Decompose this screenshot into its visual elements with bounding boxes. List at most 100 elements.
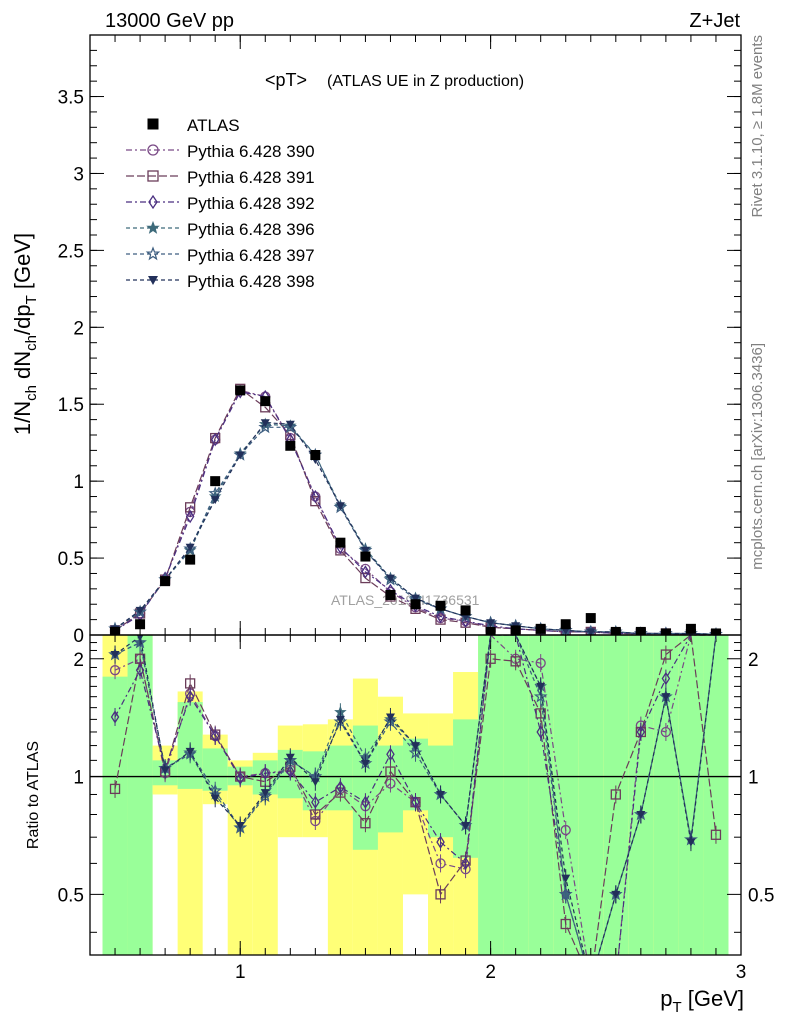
ratio-point	[109, 783, 121, 795]
main-series-layer	[108, 383, 723, 635]
mc-point	[361, 565, 370, 579]
atlas-data-point	[385, 590, 396, 600]
legend-label-atlas: ATLAS	[187, 116, 240, 135]
ratio-point	[335, 715, 345, 724]
atlas-data-point	[710, 628, 721, 635]
rivet-version-label: Rivet 3.1.10, ≥ 1.8M events	[749, 35, 766, 218]
y-tick-label: 3	[73, 164, 84, 185]
x-tick-label: 1	[235, 962, 246, 983]
ratio-point	[435, 889, 446, 900]
ratio-point	[135, 663, 145, 677]
legend-label: Pythia 6.428 390	[187, 142, 315, 161]
legend-label: Pythia 6.428 392	[187, 194, 315, 213]
ratio-point	[536, 682, 546, 691]
ratio-point	[160, 766, 170, 775]
ratio-y-tick-label-right: 0.5	[748, 885, 774, 906]
mc-point	[210, 496, 220, 505]
mc-point	[185, 543, 195, 552]
x-tick-label: 2	[485, 962, 496, 983]
ratio-point	[560, 824, 571, 836]
ratio-y-tick-label-left: 2	[73, 650, 84, 671]
ratio-point	[210, 729, 220, 743]
ratio-point	[310, 778, 320, 787]
ratio-point	[386, 747, 395, 762]
inner-band-bin	[553, 635, 579, 955]
ratio-axis-label: Ratio to ATLAS	[25, 741, 42, 849]
atlas-data-point	[685, 623, 696, 634]
atlas-data-point	[660, 628, 671, 635]
mc-point	[586, 628, 596, 635]
ratio-point	[360, 818, 371, 829]
atlas-data-point	[360, 551, 371, 562]
y-tick-label: 1	[73, 472, 84, 493]
mc-point	[335, 502, 345, 511]
ratio-point	[235, 771, 245, 785]
ratio-point	[408, 745, 423, 759]
ratio-point	[461, 821, 471, 830]
atlas-data-point	[485, 626, 496, 635]
atlas-data-point	[235, 385, 246, 396]
analysis-watermark: ATLAS_2019_I1736531	[331, 592, 480, 608]
mc-point	[258, 420, 273, 434]
ratio-point	[286, 764, 295, 779]
mc-point	[385, 574, 395, 583]
ratio-point	[536, 725, 545, 739]
chart-title: <pT>	[265, 70, 307, 90]
ratio-point	[636, 810, 646, 819]
atlas-data-point	[510, 625, 521, 635]
legend: ATLAS Pythia 6.428 390 Pythia 6.428 391 Pyt…	[126, 116, 315, 291]
ratio-point	[533, 689, 548, 703]
ratio-y-tick-label-right: 1	[748, 768, 759, 789]
legend-label: Pythia 6.428 396	[187, 220, 315, 239]
y-axis-label: 1/Nch dNch/dpT [GeV]	[10, 233, 40, 435]
ratio-point	[710, 829, 722, 840]
mc-point	[435, 614, 446, 625]
ratio-plot-frame	[89, 634, 742, 956]
mc-point	[436, 609, 445, 624]
ratio-point	[661, 693, 671, 702]
mc-point	[135, 606, 145, 615]
atlas-data-point	[310, 450, 321, 460]
atlas-data-point	[560, 619, 571, 630]
inner-band-bin	[127, 635, 153, 955]
ratio-point	[260, 789, 270, 798]
mc-point	[411, 594, 420, 603]
mc-point	[360, 546, 370, 555]
atlas-data-point	[110, 626, 121, 635]
ratio-point	[660, 649, 672, 660]
atlas-data-point	[535, 623, 546, 634]
mc-point	[283, 420, 298, 434]
atlas-data-point	[460, 605, 471, 616]
inner-band-bin	[628, 635, 654, 955]
ratio-point	[260, 766, 270, 780]
ratio-point	[686, 838, 696, 847]
mc-point	[260, 419, 270, 428]
main-axis-ticks: 0 0.5 1 1.5 2 2.5 3 3.5	[58, 35, 742, 647]
inner-band-bin	[503, 635, 529, 955]
ratio-point	[210, 794, 220, 803]
mc-point	[486, 619, 496, 628]
legend-marker	[147, 170, 159, 182]
ratio-y-tick-label-left: 1	[73, 768, 84, 789]
legend-label: Pythia 6.428 398	[187, 272, 315, 291]
ratio-point	[385, 766, 396, 777]
ratio-axis-ticks: 0.5 0.5 1 1 2 2 1 2 3	[58, 635, 774, 983]
y-tick-label: 0	[73, 626, 84, 647]
ratio-point	[385, 713, 395, 722]
y-tick-label: 2	[73, 318, 84, 339]
ratio-point	[561, 874, 571, 883]
mc-point	[210, 432, 220, 447]
inner-band-bin	[478, 635, 504, 955]
atlas-data-point	[260, 396, 271, 407]
legend-marker	[148, 194, 158, 210]
ratio-point	[136, 635, 144, 641]
ratio-point	[610, 789, 621, 800]
atlas-data-point	[285, 440, 296, 451]
ratio-point	[661, 671, 671, 686]
ratio-point	[336, 780, 345, 794]
y-tick-label: 2.5	[58, 241, 84, 262]
mc-point	[311, 489, 320, 504]
ratio-y-tick-label-left: 0.5	[58, 885, 84, 906]
legend-marker	[146, 220, 160, 234]
